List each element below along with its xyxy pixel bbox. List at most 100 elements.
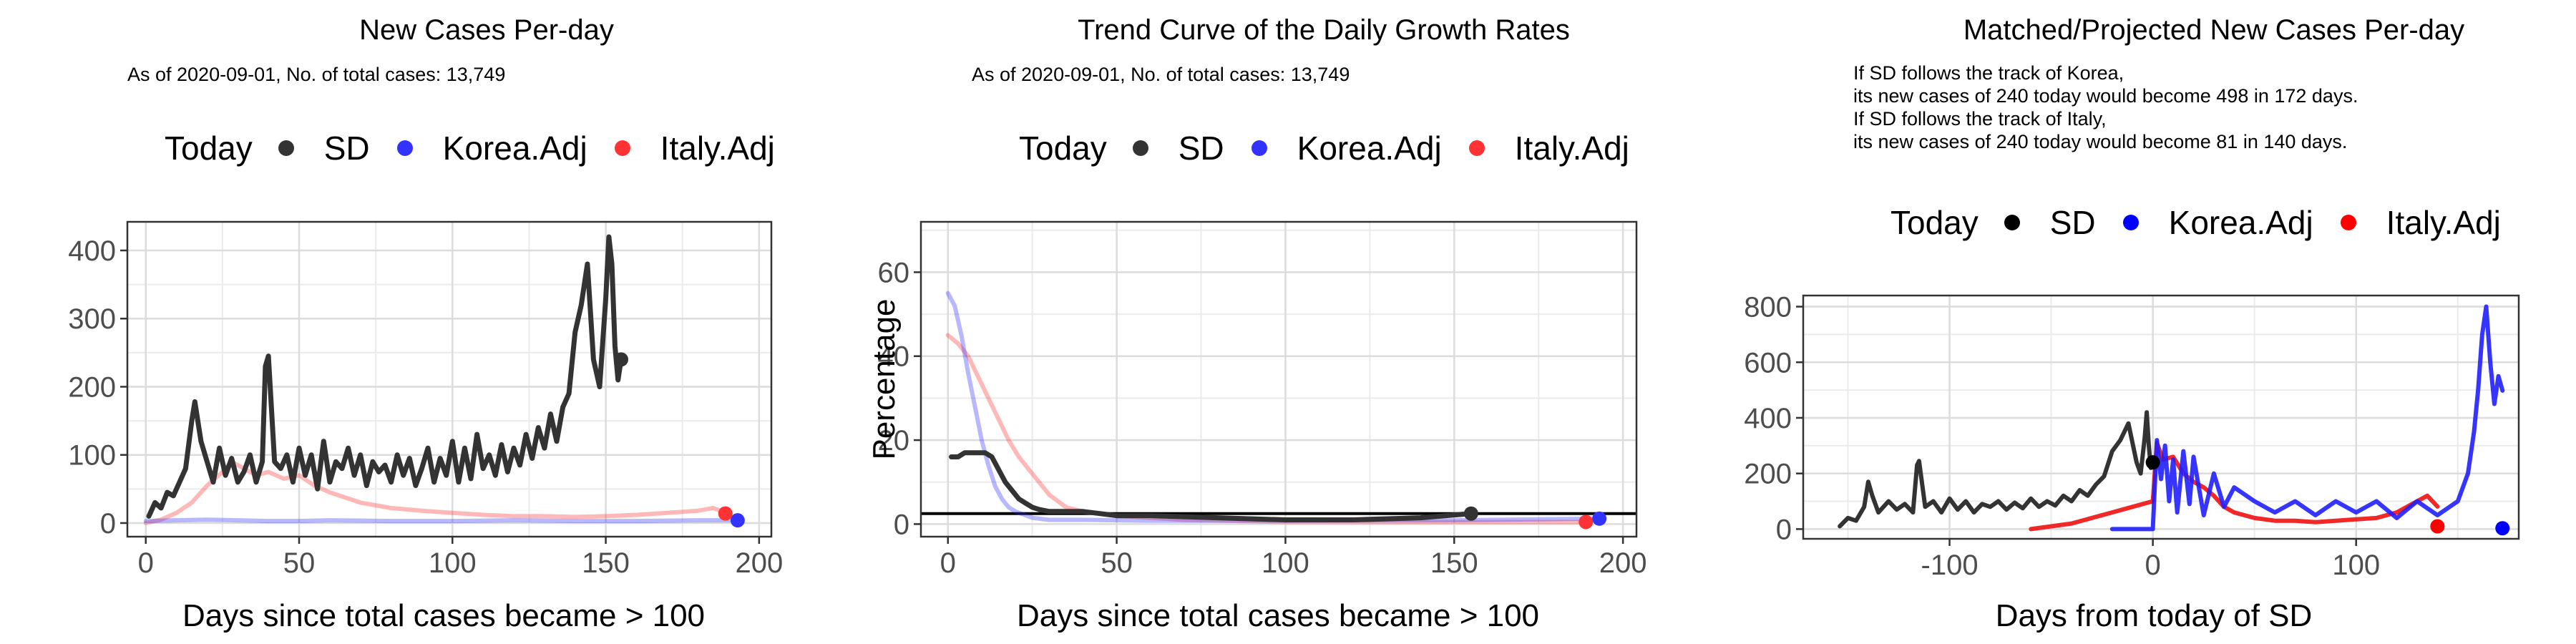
x-tick-label: 0: [940, 547, 956, 579]
legend-dot-korea: [396, 140, 413, 156]
x-tick-label: 200: [1599, 547, 1647, 579]
legend-dot-sd: [2004, 215, 2020, 230]
legend-dot-italy: [1468, 140, 1485, 156]
series-line-korea-adj: [945, 291, 1602, 523]
chart-annotation: If SD follows the track of Korea, its ne…: [1853, 62, 2358, 153]
x-tick-label: 100: [429, 547, 477, 579]
legend-item-korea: Korea.Adj: [2122, 203, 2313, 242]
legend-dot-sd: [1132, 140, 1148, 156]
legend-label-sd: SD: [1178, 130, 1224, 167]
y-tick-label: 300: [68, 303, 116, 335]
y-tick-label: 600: [1744, 347, 1792, 379]
chart-subtitle: As of 2020-09-01, No. of total cases: 13…: [127, 64, 506, 85]
x-tick-label: 0: [138, 547, 154, 579]
series-line-korea-adj: [2109, 304, 2505, 532]
x-axis-title: Days from today of SD: [1996, 598, 2313, 633]
y-tick-label: 800: [1744, 292, 1792, 323]
projected-cases-plot: -100 0 100 0 200 400 600 800 Days from today of …: [1744, 292, 2520, 633]
today-point-sd: [1463, 506, 1478, 521]
y-tick-label: 400: [68, 235, 116, 267]
series-line-korea-adj: [143, 517, 740, 524]
y-tick-label: 200: [68, 371, 116, 403]
today-point-italy-adj: [2430, 519, 2445, 534]
annotation-line: its new cases of 240 today would become …: [1853, 85, 2358, 107]
legend-label-sd: SD: [323, 130, 370, 167]
y-tick-label: 0: [1776, 514, 1792, 545]
plot-frame: [126, 220, 773, 538]
legend-item-italy: Italy.Adj: [1468, 129, 1629, 167]
legend-label-korea: Korea.Adj: [442, 130, 587, 167]
x-tick-label: 200: [735, 547, 783, 579]
y-tick-label: 400: [1744, 403, 1792, 434]
legend-dot-korea: [2122, 215, 2139, 230]
x-axis-title: Days since total cases became > 100: [182, 598, 705, 633]
legend-label-italy: Italy.Adj: [1514, 130, 1629, 167]
series-line-italy-adj: [945, 333, 1589, 525]
today-point-italy-adj: [718, 506, 733, 521]
x-tick-label: 100: [1262, 547, 1309, 579]
legend-dot-sd: [278, 140, 294, 156]
annotation-line: If SD follows the track of Korea,: [1853, 62, 2124, 84]
chart-legend: Today SD Korea.Adj Italy.Adj: [1890, 203, 2528, 242]
legend-label-italy: Italy.Adj: [660, 130, 775, 167]
x-axis-title: Days since total cases became > 100: [1017, 598, 1539, 633]
today-point-korea-adj: [1592, 511, 1607, 526]
chart-title: New Cases Per-day: [359, 14, 614, 46]
legend-item-italy: Italy.Adj: [614, 129, 775, 167]
today-point-korea-adj: [730, 513, 745, 528]
chart-legend: Today SD Korea.Adj Italy.Adj: [1019, 129, 1657, 167]
legend-item-sd: SD: [278, 129, 370, 167]
panel-new-cases: New Cases Per-day As of 2020-09-01, No. …: [0, 0, 830, 644]
legend-title: Today: [1890, 204, 1979, 241]
series-line-sd: [1838, 410, 2155, 529]
y-tick-label: 200: [1744, 459, 1792, 490]
y-axis-title: Percentage: [867, 298, 902, 459]
growth-rate-plot: 0 50 100 150 200 0 20 40 60 Days since total case…: [867, 220, 1647, 633]
series-line-sd: [146, 234, 624, 519]
legend-label-korea: Korea.Adj: [1297, 130, 1442, 167]
today-point-korea-adj: [2495, 521, 2510, 536]
legend-item-korea: Korea.Adj: [396, 129, 587, 167]
y-tick-label: 60: [878, 257, 910, 288]
chart-legend: Today SD Korea.Adj Italy.Adj: [165, 129, 802, 167]
legend-label-italy: Italy.Adj: [2386, 204, 2501, 241]
legend-dot-korea: [1251, 140, 1267, 156]
x-tick-label: 100: [2332, 550, 2380, 581]
y-tick-label: 0: [894, 509, 909, 540]
x-tick-label: 0: [2145, 550, 2161, 581]
panel-projected-cases: Matched/Projected New Cases Per-day If S…: [1739, 0, 2576, 644]
y-tick-label: 40: [878, 341, 910, 373]
x-tick-label: 50: [283, 547, 316, 579]
chart-title: Matched/Projected New Cases Per-day: [1963, 14, 2465, 46]
today-point-sd: [2145, 455, 2160, 470]
grid: [921, 222, 1636, 537]
y-tick-label: 0: [100, 508, 116, 540]
legend-dot-italy: [2340, 215, 2356, 230]
panel-growth-rates: Trend Curve of the Daily Growth Rates As…: [852, 0, 1710, 644]
today-point-italy-adj: [1579, 514, 1594, 530]
legend-item-korea: Korea.Adj: [1251, 129, 1442, 167]
x-tick-label: 50: [1101, 547, 1133, 579]
series-line-sd: [949, 450, 1474, 522]
legend-item-sd: SD: [1132, 129, 1224, 167]
x-tick-label: 150: [1430, 547, 1478, 579]
x-tick-label: -100: [1921, 550, 1979, 581]
legend-dot-italy: [614, 140, 630, 156]
plot-background: [921, 222, 1636, 537]
plot-frame: [919, 220, 1638, 538]
plot-background: [127, 222, 771, 537]
legend-title: Today: [165, 130, 253, 167]
legend-item-sd: SD: [2004, 203, 2096, 242]
legend-item-italy: Italy.Adj: [2340, 203, 2501, 242]
chart-title: Trend Curve of the Daily Growth Rates: [1078, 14, 1570, 46]
legend-label-sd: SD: [2049, 204, 2096, 241]
today-point-sd: [614, 352, 628, 367]
grid: [1803, 296, 2519, 539]
legend-title: Today: [1019, 130, 1107, 167]
annotation-line: If SD follows the track of Italy,: [1853, 108, 2107, 130]
annotation-line: its new cases of 240 today would become …: [1853, 131, 2348, 152]
x-tick-label: 150: [582, 547, 630, 579]
legend-label-korea: Korea.Adj: [2168, 204, 2313, 241]
new-cases-plot: 0 50 100 150 200 0 100 200 300 400 Days since tota…: [68, 220, 783, 633]
y-tick-label: 20: [878, 425, 910, 457]
